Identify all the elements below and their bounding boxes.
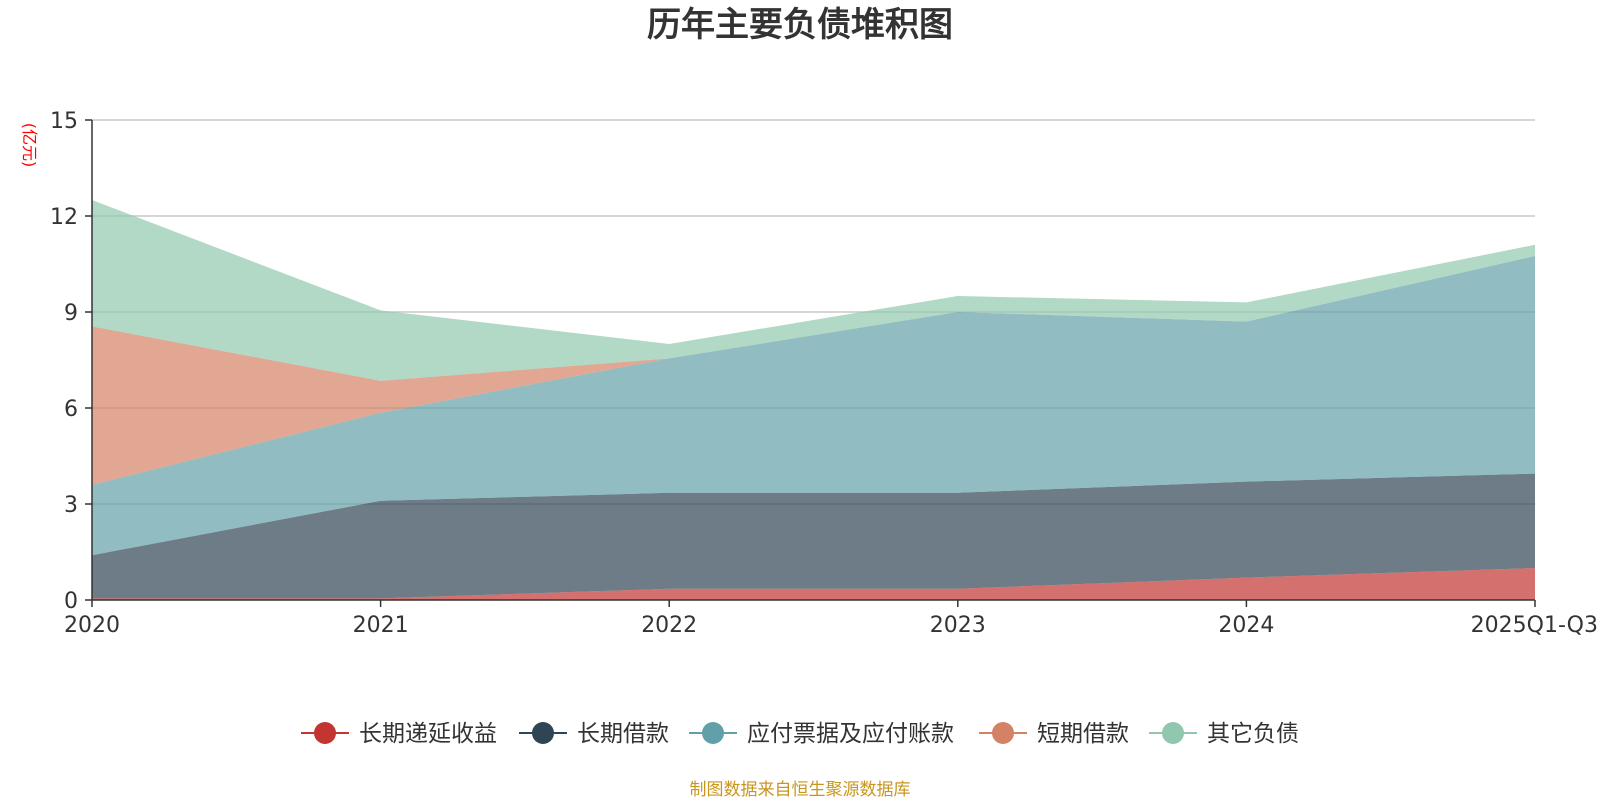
axes: 0 3 6 9 12 15 2020 2021 2022 2023 2024 2025Q1-Q3	[50, 109, 1598, 638]
legend-item-1[interactable]: 长期借款	[519, 721, 669, 747]
legend-item-2[interactable]: 应付票据及应付账款	[689, 721, 954, 747]
legend-marker-icon	[702, 722, 724, 744]
legend-marker-icon	[532, 722, 554, 744]
legend-marker-icon	[314, 722, 336, 744]
legend-item-3[interactable]: 短期借款	[979, 721, 1129, 747]
area-series-2[interactable]	[92, 256, 1535, 556]
y-tick-label: 15	[50, 109, 78, 134]
legend-label: 其它负债	[1207, 721, 1299, 747]
legend-marker-icon	[992, 722, 1014, 744]
legend-label: 短期借款	[1037, 721, 1129, 747]
area-series-group	[92, 200, 1535, 600]
x-tick-label: 2020	[64, 613, 120, 638]
legend-item-4[interactable]: 其它负债	[1149, 721, 1299, 747]
chart-title: 历年主要负债堆积图	[647, 5, 953, 45]
area-series-1[interactable]	[92, 473, 1535, 599]
legend-item-0[interactable]: 长期递延收益	[301, 721, 497, 747]
x-tick-label: 2022	[641, 613, 697, 638]
area-series-4[interactable]	[92, 200, 1535, 381]
area-series-0[interactable]	[92, 568, 1535, 600]
y-tick-label: 6	[64, 397, 78, 422]
y-tick-label: 9	[64, 301, 78, 326]
y-unit-label: (亿元)	[20, 123, 39, 168]
x-tick-label: 2025Q1-Q3	[1471, 613, 1598, 638]
x-tick-label: 2024	[1218, 613, 1274, 638]
y-tick-label: 3	[64, 493, 78, 518]
legend-label: 长期借款	[577, 721, 669, 747]
y-tick-label: 12	[50, 205, 78, 230]
legend[interactable]: 长期递延收益 长期借款 应付票据及应付账款 短期借款 其它负债	[301, 721, 1299, 747]
legend-marker-icon	[1162, 722, 1184, 744]
y-tick-label: 0	[64, 589, 78, 614]
x-tick-label: 2021	[353, 613, 409, 638]
legend-label: 长期递延收益	[359, 721, 497, 747]
source-note: 制图数据来自恒生聚源数据库	[690, 780, 911, 800]
legend-label: 应付票据及应付账款	[747, 721, 954, 747]
x-tick-label: 2023	[930, 613, 986, 638]
